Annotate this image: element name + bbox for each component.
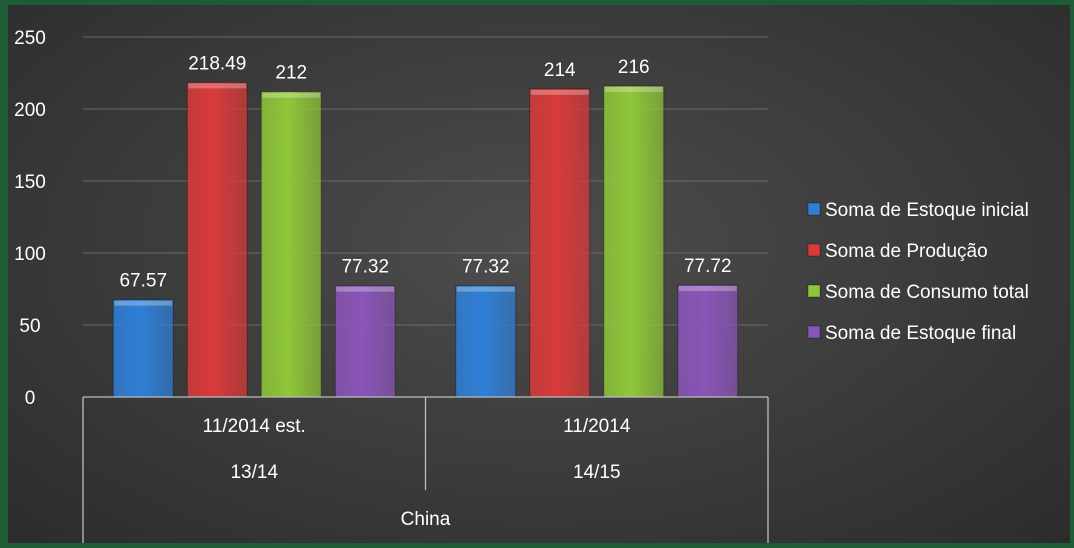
legend-swatch [807, 202, 821, 216]
bar-highlight [604, 86, 663, 92]
x-axis: 11/2014 est. 13/14 11/2014 14/15 China [82, 396, 769, 543]
legend-swatch [807, 325, 821, 339]
bar-highlight [456, 286, 515, 292]
bar-chart: 0 50 100 150 200 250 67.57 218.49 212 77.32 77.32… [14, 28, 1029, 543]
bar [334, 285, 396, 398]
x-tick-label: 14/15 [573, 462, 621, 483]
bar [529, 88, 591, 398]
y-tick-label: 150 [14, 172, 46, 193]
bar [603, 85, 665, 398]
y-tick-label: 200 [14, 100, 46, 121]
legend-label: Soma de Estoque final [825, 323, 1016, 344]
bar-highlight [336, 286, 395, 292]
legend-swatch [807, 284, 821, 298]
x-tick-sublabel: 11/2014 [563, 416, 631, 437]
x-tick-label: 13/14 [230, 462, 278, 483]
bar-highlight [530, 89, 589, 95]
data-labels: 67.57 218.49 212 77.32 77.32 214 216 77.72 [119, 53, 731, 291]
y-tick-label: 250 [14, 28, 46, 49]
y-tick-label: 0 [25, 388, 36, 409]
data-label: 212 [275, 63, 307, 84]
legend-label: Soma de Consumo total [825, 282, 1029, 303]
data-label: 77.32 [341, 257, 389, 278]
data-label: 214 [544, 60, 576, 81]
bar-highlight [188, 83, 247, 89]
bar [677, 284, 739, 398]
legend-label: Soma de Estoque inicial [825, 200, 1029, 221]
legend: Soma de Estoque inicial Soma de Produção S… [807, 200, 1029, 344]
y-tick-label: 50 [19, 316, 40, 337]
bars [112, 81, 739, 398]
bar-highlight [262, 92, 321, 98]
data-label: 216 [618, 57, 650, 78]
chart-area: 0 50 100 150 200 250 67.57 218.49 212 77.32 77.32… [8, 5, 1070, 543]
y-tick-label: 100 [14, 244, 46, 265]
bar [455, 285, 517, 398]
legend-swatch [807, 243, 821, 257]
gridlines [83, 36, 768, 326]
data-label: 218.49 [188, 53, 246, 74]
x-group-label: China [401, 509, 451, 530]
x-tick-sublabel: 11/2014 est. [203, 416, 306, 437]
legend-label: Soma de Produção [825, 241, 988, 262]
bar [260, 91, 322, 398]
data-label: 77.32 [462, 257, 510, 278]
data-label: 67.57 [119, 271, 167, 292]
data-label: 77.72 [684, 256, 732, 277]
bar [186, 81, 248, 398]
y-axis: 0 50 100 150 200 250 [14, 28, 46, 409]
bar-highlight [678, 286, 737, 292]
bar-highlight [114, 300, 173, 306]
bar [112, 299, 174, 398]
